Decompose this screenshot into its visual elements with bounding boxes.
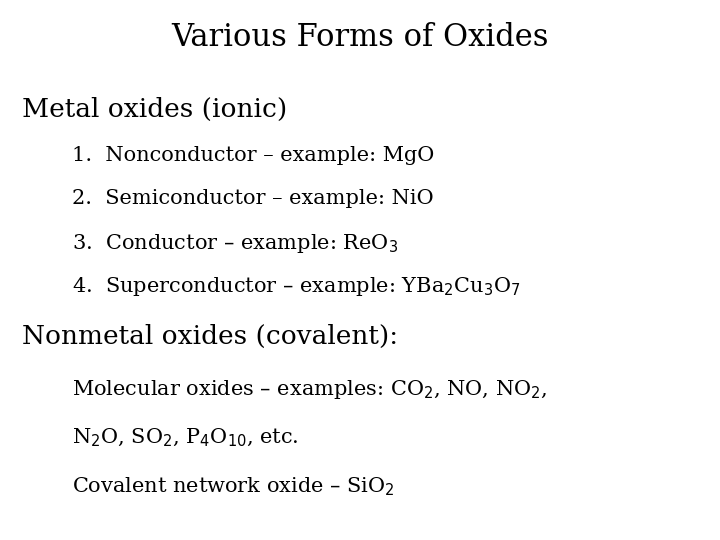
Text: Metal oxides (ionic): Metal oxides (ionic) (22, 97, 287, 122)
Text: Various Forms of Oxides: Various Forms of Oxides (171, 22, 549, 52)
Text: Nonmetal oxides (covalent):: Nonmetal oxides (covalent): (22, 324, 397, 349)
Text: 1.  Nonconductor – example: MgO: 1. Nonconductor – example: MgO (72, 146, 434, 165)
Text: 4.  Superconductor – example: YBa$_2$Cu$_3$O$_7$: 4. Superconductor – example: YBa$_2$Cu$_… (72, 275, 521, 299)
Text: Molecular oxides – examples: CO$_2$, NO, NO$_2$,: Molecular oxides – examples: CO$_2$, NO,… (72, 378, 547, 401)
Text: 3.  Conductor – example: ReO$_3$: 3. Conductor – example: ReO$_3$ (72, 232, 398, 255)
Text: N$_2$O, SO$_2$, P$_4$O$_{10}$, etc.: N$_2$O, SO$_2$, P$_4$O$_{10}$, etc. (72, 427, 299, 449)
Text: Covalent network oxide – SiO$_2$: Covalent network oxide – SiO$_2$ (72, 475, 395, 498)
Text: 2.  Semiconductor – example: NiO: 2. Semiconductor – example: NiO (72, 189, 433, 208)
